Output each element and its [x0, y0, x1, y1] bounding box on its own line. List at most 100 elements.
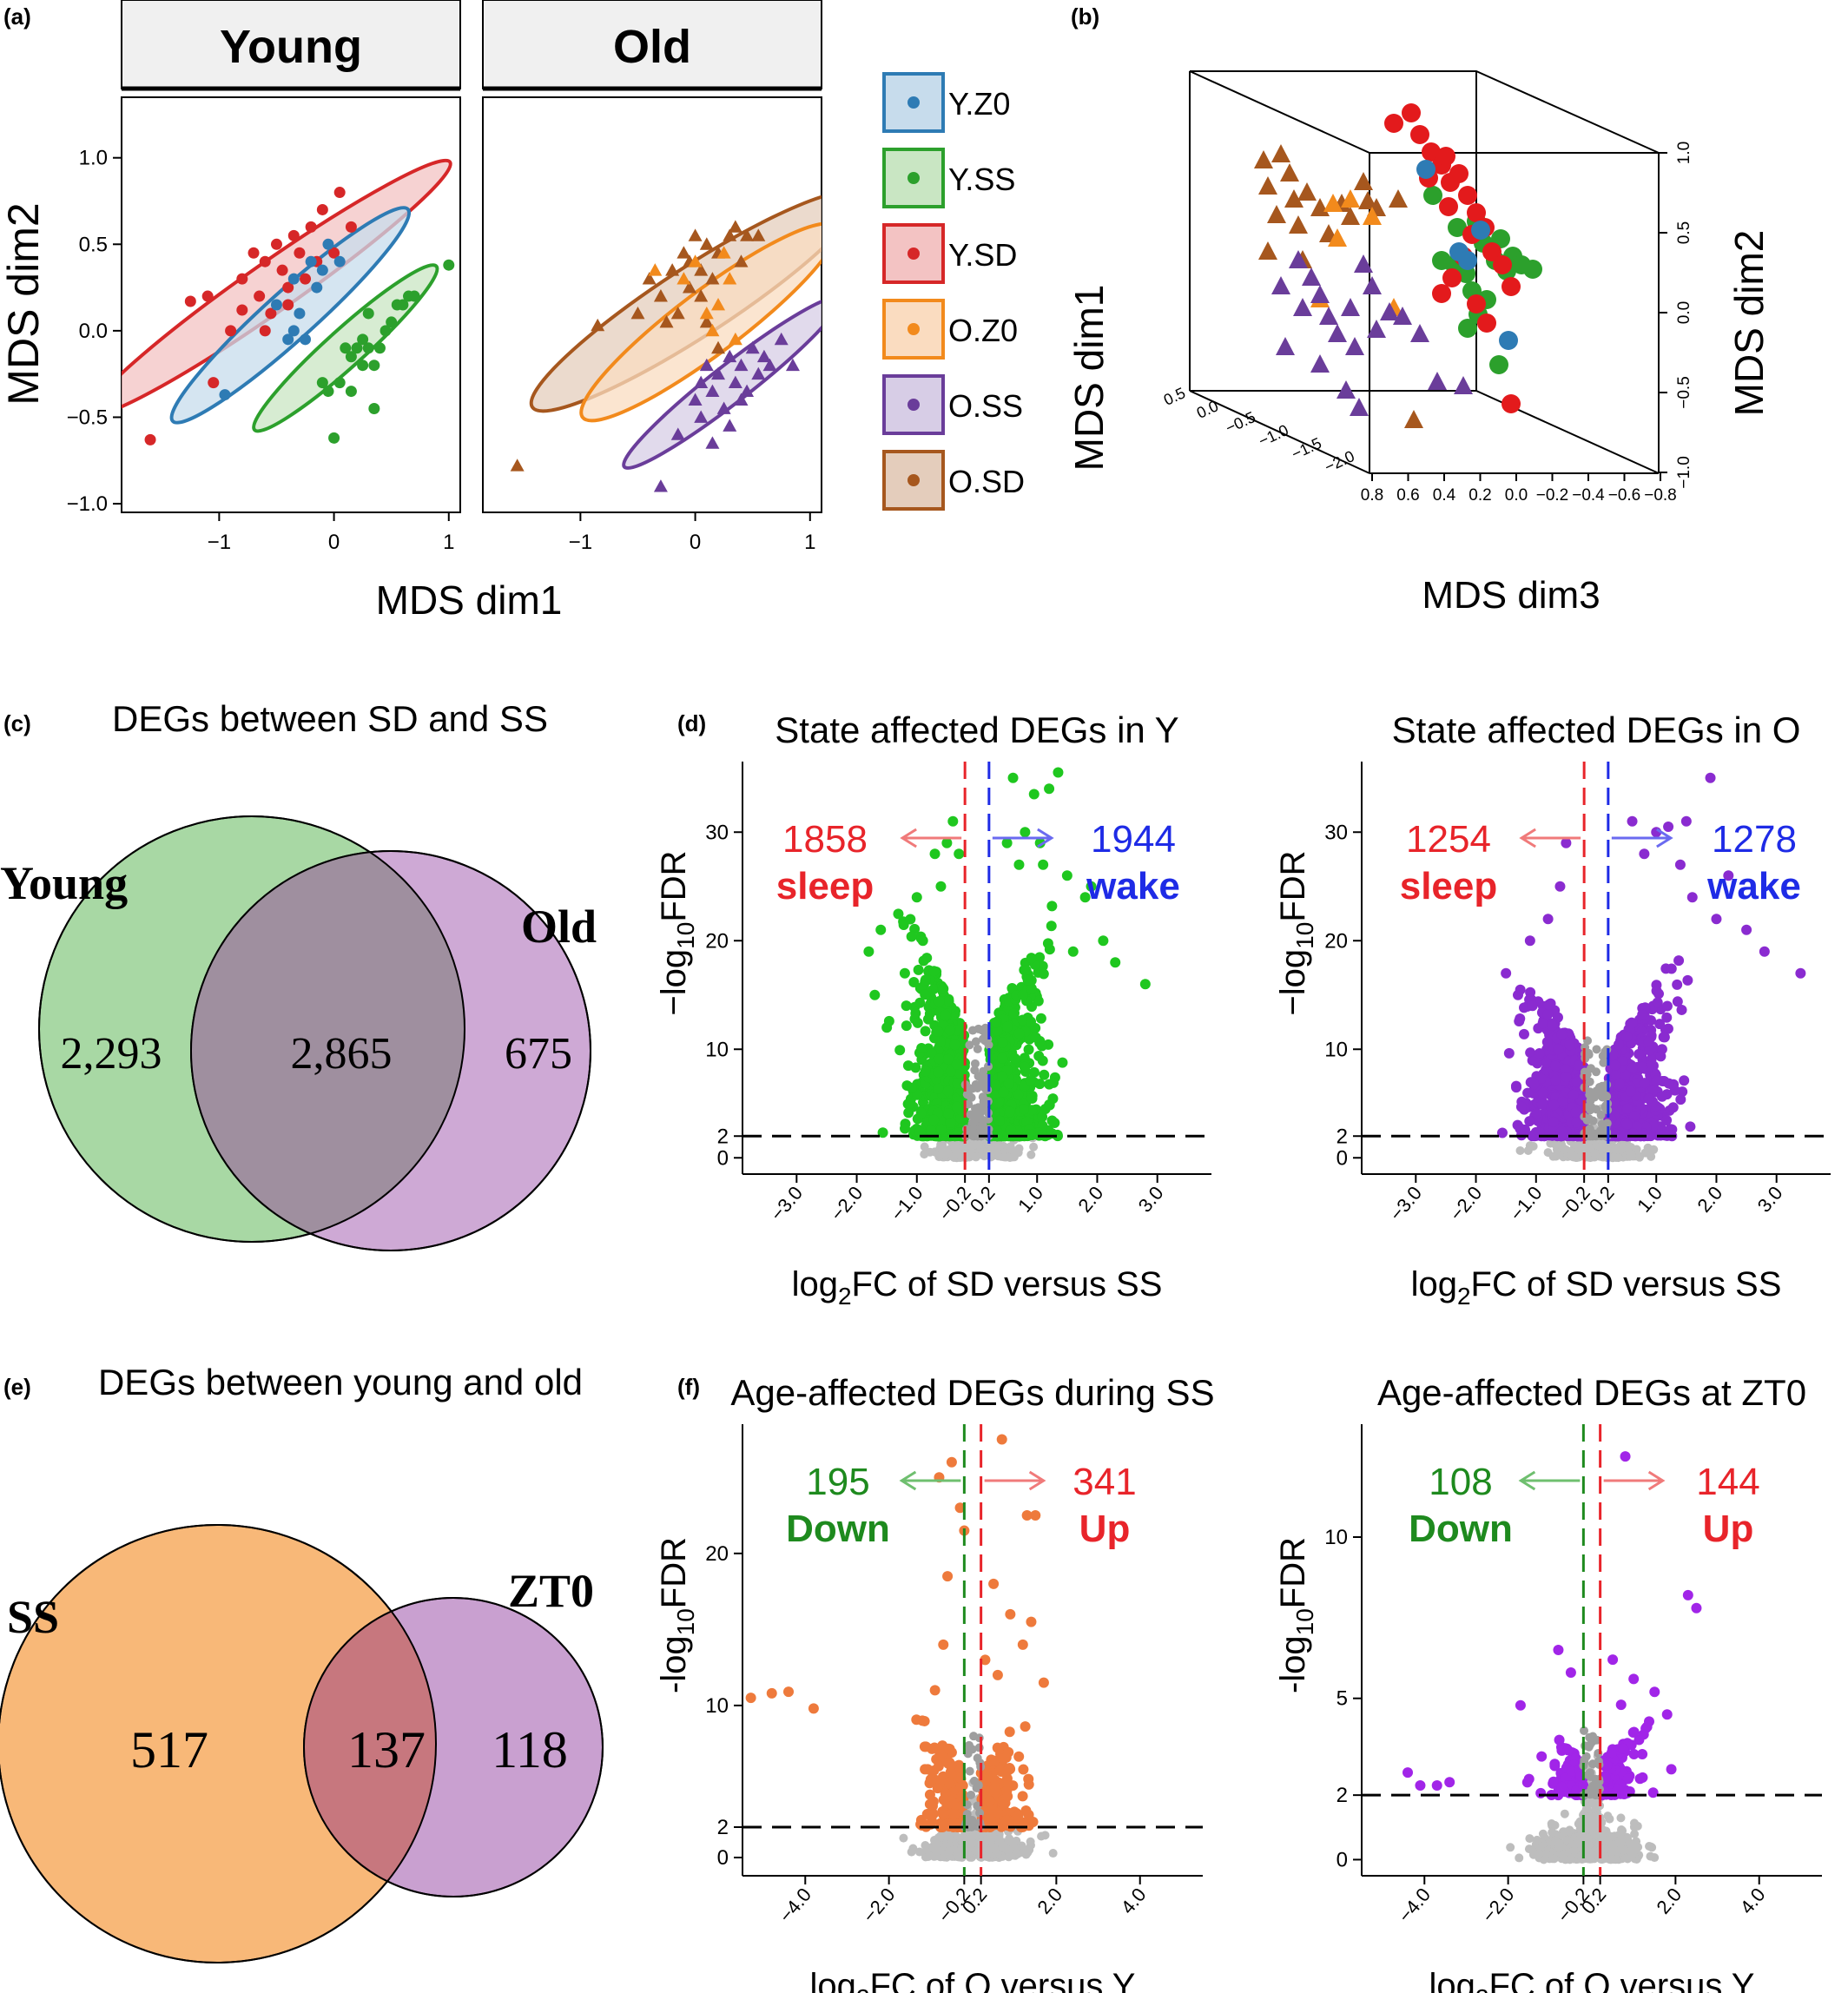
significant-point — [1621, 1119, 1633, 1130]
point-old — [1258, 176, 1277, 195]
significant-point — [1627, 1018, 1638, 1029]
significant-point — [1637, 1061, 1648, 1072]
nonsig-point — [990, 1845, 1000, 1854]
x-tick-label: 4.0 — [1117, 1884, 1151, 1918]
nonsig-point — [1560, 1145, 1569, 1154]
dim2-tick-label: 0.0 — [1675, 301, 1693, 324]
significant-point — [984, 1796, 995, 1807]
point-Y.SD — [305, 221, 317, 233]
significant-point — [1013, 1089, 1024, 1100]
nonsig-point — [966, 1149, 975, 1158]
nonsig-point — [1585, 1077, 1594, 1086]
significant-point — [1052, 1129, 1063, 1140]
point-young — [1422, 142, 1441, 162]
point-O.SD — [751, 228, 766, 241]
box-edge — [1189, 390, 1370, 474]
nonsig-point — [920, 1150, 929, 1159]
significant-point — [1026, 953, 1037, 964]
x-tick-label: 3.0 — [1134, 1182, 1168, 1217]
significant-point — [949, 1039, 960, 1051]
point-old — [1254, 150, 1273, 168]
significant-point — [1023, 1779, 1034, 1790]
significant-point — [1023, 1044, 1034, 1055]
significant-point — [941, 837, 953, 848]
legend-key-O.SS — [882, 374, 945, 435]
point-O.SS — [711, 366, 726, 380]
significant-point — [808, 1703, 819, 1714]
point-Y.SD — [144, 433, 156, 445]
significant-point — [944, 1744, 955, 1755]
x-tick-label: 1.0 — [1633, 1182, 1666, 1217]
point-young — [1436, 147, 1455, 166]
significant-point — [1651, 1075, 1662, 1086]
up-label: Up — [1079, 1508, 1131, 1550]
x-tick-label: −2.0 — [858, 1884, 899, 1926]
significant-point — [1017, 1014, 1028, 1026]
significant-point — [1067, 946, 1079, 957]
nonsig-point — [1632, 1145, 1641, 1154]
significant-point — [935, 881, 947, 892]
significant-point — [877, 1127, 888, 1138]
significant-point — [1017, 989, 1028, 1000]
y-tick-label: 2 — [717, 1125, 729, 1148]
point-old — [1328, 228, 1347, 247]
significant-point — [1574, 1060, 1585, 1072]
x-tick-label: 0 — [328, 531, 340, 554]
x-tick-label: 4.0 — [1736, 1884, 1770, 1918]
point-O.SS — [756, 349, 771, 363]
nonsig-point — [966, 1110, 975, 1119]
significant-point — [1655, 1051, 1666, 1062]
significant-point — [912, 1017, 923, 1028]
point-old — [1297, 182, 1317, 201]
point-O.SD — [670, 306, 685, 320]
significant-point — [1005, 1608, 1016, 1620]
venn-count-young: 2,293 — [61, 1029, 162, 1079]
y-tick-label: 5 — [1336, 1687, 1348, 1711]
significant-point — [933, 1083, 944, 1094]
point-Y.SD — [282, 299, 294, 311]
significant-point — [1046, 921, 1057, 932]
point-Y.SS — [408, 290, 420, 302]
plot-title: Age-affected DEGs at ZT0 — [1377, 1372, 1806, 1413]
nonsig-point — [1627, 1151, 1636, 1160]
venn-count-old: 675 — [505, 1029, 572, 1079]
nonsig-point — [907, 1847, 916, 1857]
nonsig-point — [967, 1790, 976, 1799]
point-Y.SS — [322, 386, 334, 398]
significant-point — [954, 1502, 966, 1514]
point-O.SS — [688, 393, 703, 406]
point-old — [1363, 276, 1382, 294]
point-O.SS — [723, 349, 737, 363]
significant-point — [932, 1783, 943, 1794]
significant-point — [939, 1794, 950, 1805]
point-Y.Z0 — [282, 333, 294, 346]
significant-point — [1531, 1108, 1542, 1119]
nonsig-point — [1586, 1064, 1595, 1073]
significant-point — [1513, 989, 1523, 1000]
legend-marker-O.SS — [908, 399, 920, 411]
point-Y.SS — [397, 299, 409, 311]
point-Y.SD — [345, 221, 357, 233]
significant-point — [905, 914, 916, 925]
nonsig-point — [984, 1114, 993, 1124]
plot-title: State affected DEGs in Y — [775, 709, 1178, 750]
nonsig-point — [1029, 1142, 1039, 1152]
significant-point — [1661, 1012, 1673, 1023]
significant-point — [1560, 1064, 1571, 1075]
y-tick-label: 2 — [1336, 1125, 1348, 1148]
significant-point — [1568, 1089, 1579, 1100]
significant-point — [881, 1022, 893, 1033]
facet-plot-young — [121, 96, 461, 513]
y-tick-label: 30 — [705, 821, 729, 844]
point-O.SS — [740, 384, 755, 397]
nonsig-point — [991, 1146, 1000, 1156]
nonsig-point — [1596, 1142, 1606, 1152]
point-O.Z0 — [723, 272, 737, 285]
nonsig-point — [983, 1086, 993, 1095]
significant-point — [910, 1007, 921, 1019]
significant-point — [1496, 1127, 1508, 1138]
significant-point — [937, 1750, 948, 1761]
nonsig-point — [1586, 1144, 1595, 1153]
significant-point — [942, 1053, 954, 1065]
